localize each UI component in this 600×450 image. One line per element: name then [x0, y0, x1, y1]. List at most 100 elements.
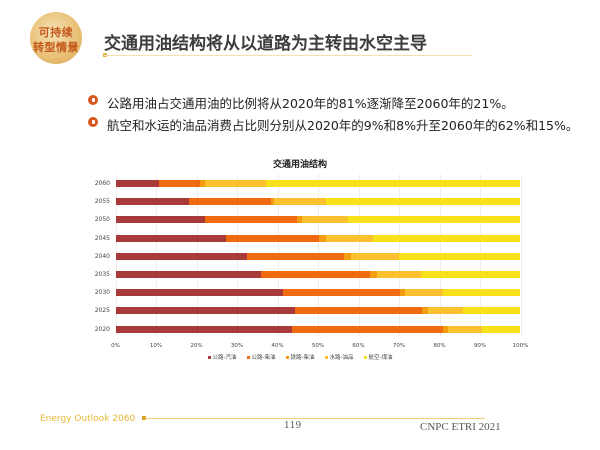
bar-segment — [115, 289, 284, 297]
bar-segment — [115, 234, 227, 242]
bullet-text: 公路用油占交通用油的比例将从2020年的81%逐渐降至2060年的21%。 — [107, 96, 514, 111]
bar-segment — [481, 325, 521, 333]
x-tick-label: 60% — [352, 343, 365, 349]
bar-segment — [294, 307, 423, 315]
y-category-label: 2055 — [94, 198, 110, 206]
legend-item: 航空-煤油 — [363, 353, 393, 361]
page-number: 119 — [284, 421, 302, 431]
bar-segment — [399, 289, 406, 297]
x-tick-label: 90% — [473, 343, 487, 349]
legend-item: 铁路-柴油 — [285, 353, 315, 361]
bar-segment — [273, 198, 327, 206]
bar-segment — [399, 252, 521, 260]
bar-segment — [200, 180, 205, 187]
stacked-bar — [115, 198, 521, 206]
stacked-bar — [115, 234, 521, 242]
x-tick-label: 80% — [433, 343, 446, 349]
footer-source: CNPC ETRI 2021 — [420, 421, 501, 433]
bar-segment — [302, 216, 349, 224]
stacked-bar — [115, 325, 521, 333]
logo-line1: 可持续 — [38, 26, 74, 39]
logo-badge: 可持续 转型情景 — [30, 12, 82, 64]
x-tick-label: 50% — [311, 343, 325, 349]
bar-segment — [283, 289, 400, 297]
bar-segment — [188, 198, 271, 206]
bar-segment — [326, 234, 373, 242]
bar-segment — [266, 180, 521, 187]
bar-segment — [115, 307, 295, 315]
bar-segment — [350, 252, 400, 260]
chart-title: 交通用油结构 — [272, 160, 327, 170]
y-category-label: 2030 — [94, 289, 110, 297]
y-category-label: 2050 — [94, 216, 110, 224]
bar-segment — [115, 180, 159, 187]
y-category-label: 2040 — [94, 252, 110, 260]
bar-segment — [462, 307, 521, 315]
bar-segment — [115, 252, 247, 260]
bar-segment — [376, 271, 421, 278]
footer-divider — [145, 418, 485, 419]
legend-item: 水路-油品 — [324, 353, 354, 361]
footer-dot — [142, 416, 146, 420]
bar-segment — [348, 216, 521, 224]
legend-item: 公路-汽油 — [207, 353, 237, 361]
bar-segment — [260, 271, 370, 278]
bar-segment — [326, 198, 521, 206]
x-tick-label: 40% — [271, 343, 284, 349]
legend-swatch — [207, 356, 211, 359]
stacked-bar — [115, 271, 521, 278]
legend-item: 公路-柴油 — [246, 353, 276, 361]
y-category-label: 2060 — [94, 180, 110, 187]
title-divider — [104, 55, 472, 56]
bar-segment — [442, 325, 449, 333]
bar-segment — [343, 252, 351, 260]
bullet-icon — [88, 95, 98, 105]
bar-segment — [115, 198, 189, 206]
bar-segment — [297, 216, 303, 224]
legend-swatch — [324, 356, 328, 359]
bullet-icon — [88, 117, 98, 127]
gridline — [520, 174, 522, 336]
legend-label: 航空-煤油 — [368, 355, 393, 361]
legend-label: 水路-油品 — [329, 355, 354, 361]
bar-segment — [270, 198, 274, 206]
bar-segment — [405, 289, 443, 297]
legend-swatch — [285, 356, 289, 359]
legend-swatch — [363, 356, 367, 359]
chart-legend: 公路-汽油 公路-柴油 铁路-柴油 水路-油品 航空-煤油 — [0, 353, 600, 361]
bar-segment — [427, 307, 463, 315]
bar-segment — [442, 289, 521, 297]
x-tick-label: 30% — [230, 343, 244, 349]
x-tick-label: 100% — [512, 343, 529, 349]
y-category-label: 2035 — [94, 271, 110, 278]
stacked-bar — [115, 180, 521, 187]
bar-segment — [448, 325, 482, 333]
x-tick-label: 20% — [190, 343, 203, 349]
bar-segment — [115, 325, 293, 333]
stacked-bar — [115, 307, 521, 315]
y-category-label: 2020 — [94, 325, 110, 333]
bar-segment — [292, 325, 443, 333]
x-tick-label: 0% — [111, 343, 120, 349]
bullet-text: 航空和水运的油品消费占比则分别从2020年的9%和8%升至2060年的62%和1… — [107, 118, 579, 133]
bar-segment — [226, 234, 320, 242]
bar-segment — [422, 307, 428, 315]
bar-segment — [372, 234, 521, 242]
y-category-label: 2025 — [94, 307, 110, 315]
page-title: 交通用油结构将从以道路为主转由水空主导 — [104, 34, 427, 54]
x-tick-label: 10% — [149, 343, 163, 349]
legend-label: 公路-汽油 — [212, 355, 237, 361]
bar-segment — [319, 234, 327, 242]
legend-swatch — [246, 356, 250, 359]
stacked-bar — [115, 252, 521, 260]
bar-segment — [115, 271, 261, 278]
bar-segment — [420, 271, 521, 278]
bar-segment — [246, 252, 344, 260]
bar-segment — [204, 180, 267, 187]
bar-segment — [369, 271, 377, 278]
bar-segment — [205, 216, 298, 224]
logo-line2: 转型情景 — [33, 41, 79, 54]
x-tick-label: 70% — [392, 343, 406, 349]
legend-label: 公路-柴油 — [251, 355, 276, 361]
footer-publication: Energy Outlook 2060 — [40, 414, 136, 424]
